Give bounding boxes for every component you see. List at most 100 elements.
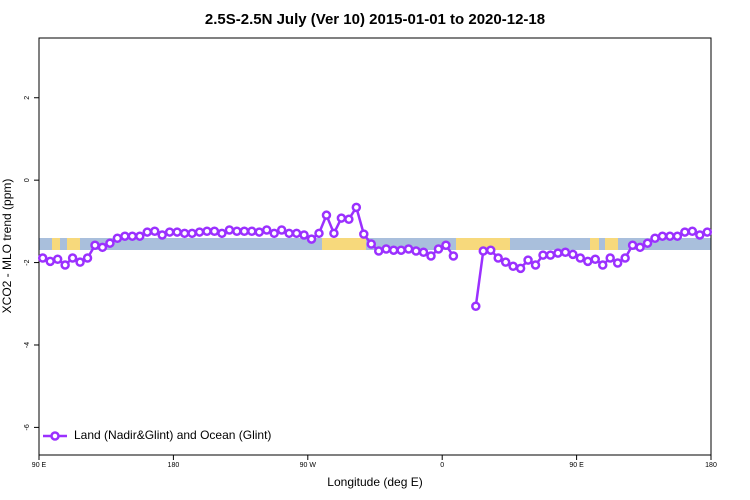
chart-title: 2.5S-2.5N July (Ver 10) 2015-01-01 to 20…: [205, 11, 545, 28]
data-point: [665, 231, 675, 241]
data-point: [179, 228, 190, 239]
data-point: [336, 213, 347, 223]
data-point: [485, 245, 496, 255]
data-point: [247, 226, 257, 237]
data-point: [545, 250, 556, 260]
data-point: [672, 231, 683, 241]
data-point: [351, 202, 362, 213]
data-point: [500, 257, 511, 267]
data-point: [680, 227, 690, 237]
data-point: [403, 244, 414, 254]
data-point: [508, 261, 518, 272]
x-tick-label: 180: [705, 462, 717, 469]
data-point: [224, 225, 235, 235]
data-point: [388, 245, 399, 255]
data-point: [217, 228, 227, 239]
data-point: [321, 210, 332, 220]
data-point: [560, 247, 571, 258]
data-point: [530, 260, 541, 270]
data-point: [75, 257, 85, 267]
y-tick-label: 2: [24, 96, 31, 100]
data-point: [657, 231, 668, 241]
data-point: [127, 231, 138, 241]
data-point: [202, 226, 212, 237]
data-point: [575, 253, 586, 263]
data-point: [597, 260, 608, 270]
data-point: [493, 253, 503, 263]
data-point: [172, 227, 182, 237]
y-tick-label: -2: [24, 259, 31, 265]
data-point: [568, 249, 578, 260]
data-point: [396, 245, 406, 255]
data-point: [52, 254, 63, 265]
data-point: [149, 226, 160, 237]
data-point: [239, 226, 250, 237]
y-tick-label: -6: [24, 424, 31, 430]
data-point: [478, 246, 489, 256]
data-point: [344, 214, 354, 225]
data-point: [232, 226, 242, 237]
x-tick-label: 180: [168, 462, 180, 469]
data-point: [194, 227, 205, 237]
data-point: [650, 233, 660, 244]
y-tick-label: -4: [24, 342, 31, 348]
land-patch: [67, 238, 80, 250]
legend-marker: [50, 431, 60, 441]
data-point: [299, 230, 309, 240]
x-tick-label: 90 E: [32, 462, 47, 469]
data-point: [642, 238, 653, 248]
data-point: [120, 231, 130, 241]
data-point: [366, 239, 377, 249]
data-point: [67, 253, 78, 263]
data-point: [381, 244, 391, 254]
legend-label: Land (Nadir&Glint) and Ocean (Glint): [74, 428, 271, 442]
data-point: [97, 242, 108, 253]
data-point: [105, 238, 115, 248]
data-point: [627, 240, 638, 251]
data-point: [373, 246, 384, 256]
data-point: [142, 227, 153, 237]
data-point: [687, 226, 698, 237]
land-patch: [456, 238, 510, 250]
land-patch: [52, 238, 60, 250]
data-point: [426, 251, 436, 261]
data-point: [60, 260, 70, 270]
data-point: [157, 230, 167, 240]
data-point: [695, 230, 705, 240]
data-point: [590, 254, 601, 265]
data-point: [306, 234, 317, 244]
data-point: [553, 248, 563, 258]
data-point: [291, 228, 302, 239]
land-patch: [605, 238, 618, 250]
data-point: [90, 240, 100, 251]
data-point: [433, 244, 444, 254]
data-point: [284, 228, 294, 239]
data-point: [635, 242, 645, 253]
y-tick-label: 0: [24, 178, 31, 182]
plot-frame: [38, 37, 712, 456]
data-point: [605, 253, 615, 263]
data-point: [82, 253, 93, 263]
data-point: [314, 228, 324, 239]
data-point: [261, 225, 272, 235]
data-point: [702, 227, 713, 237]
y-axis-label: XCO2 - MLO trend (ppm): [0, 179, 14, 314]
data-point: [418, 247, 429, 258]
land-patch: [322, 238, 366, 250]
data-point: [441, 240, 451, 251]
data-point: [411, 246, 421, 256]
x-tick-label: 90 E: [569, 462, 584, 469]
data-point: [515, 263, 526, 274]
data-point: [112, 233, 123, 244]
data-point: [164, 227, 175, 237]
data-point: [135, 231, 145, 241]
data-point: [448, 251, 459, 261]
x-tick-label: 90 W: [300, 462, 317, 469]
data-point: [45, 256, 55, 267]
data-point: [329, 228, 339, 239]
data-point: [583, 256, 593, 267]
data-point: [612, 258, 623, 268]
data-point: [359, 229, 369, 239]
x-tick-label: 0: [440, 462, 444, 469]
